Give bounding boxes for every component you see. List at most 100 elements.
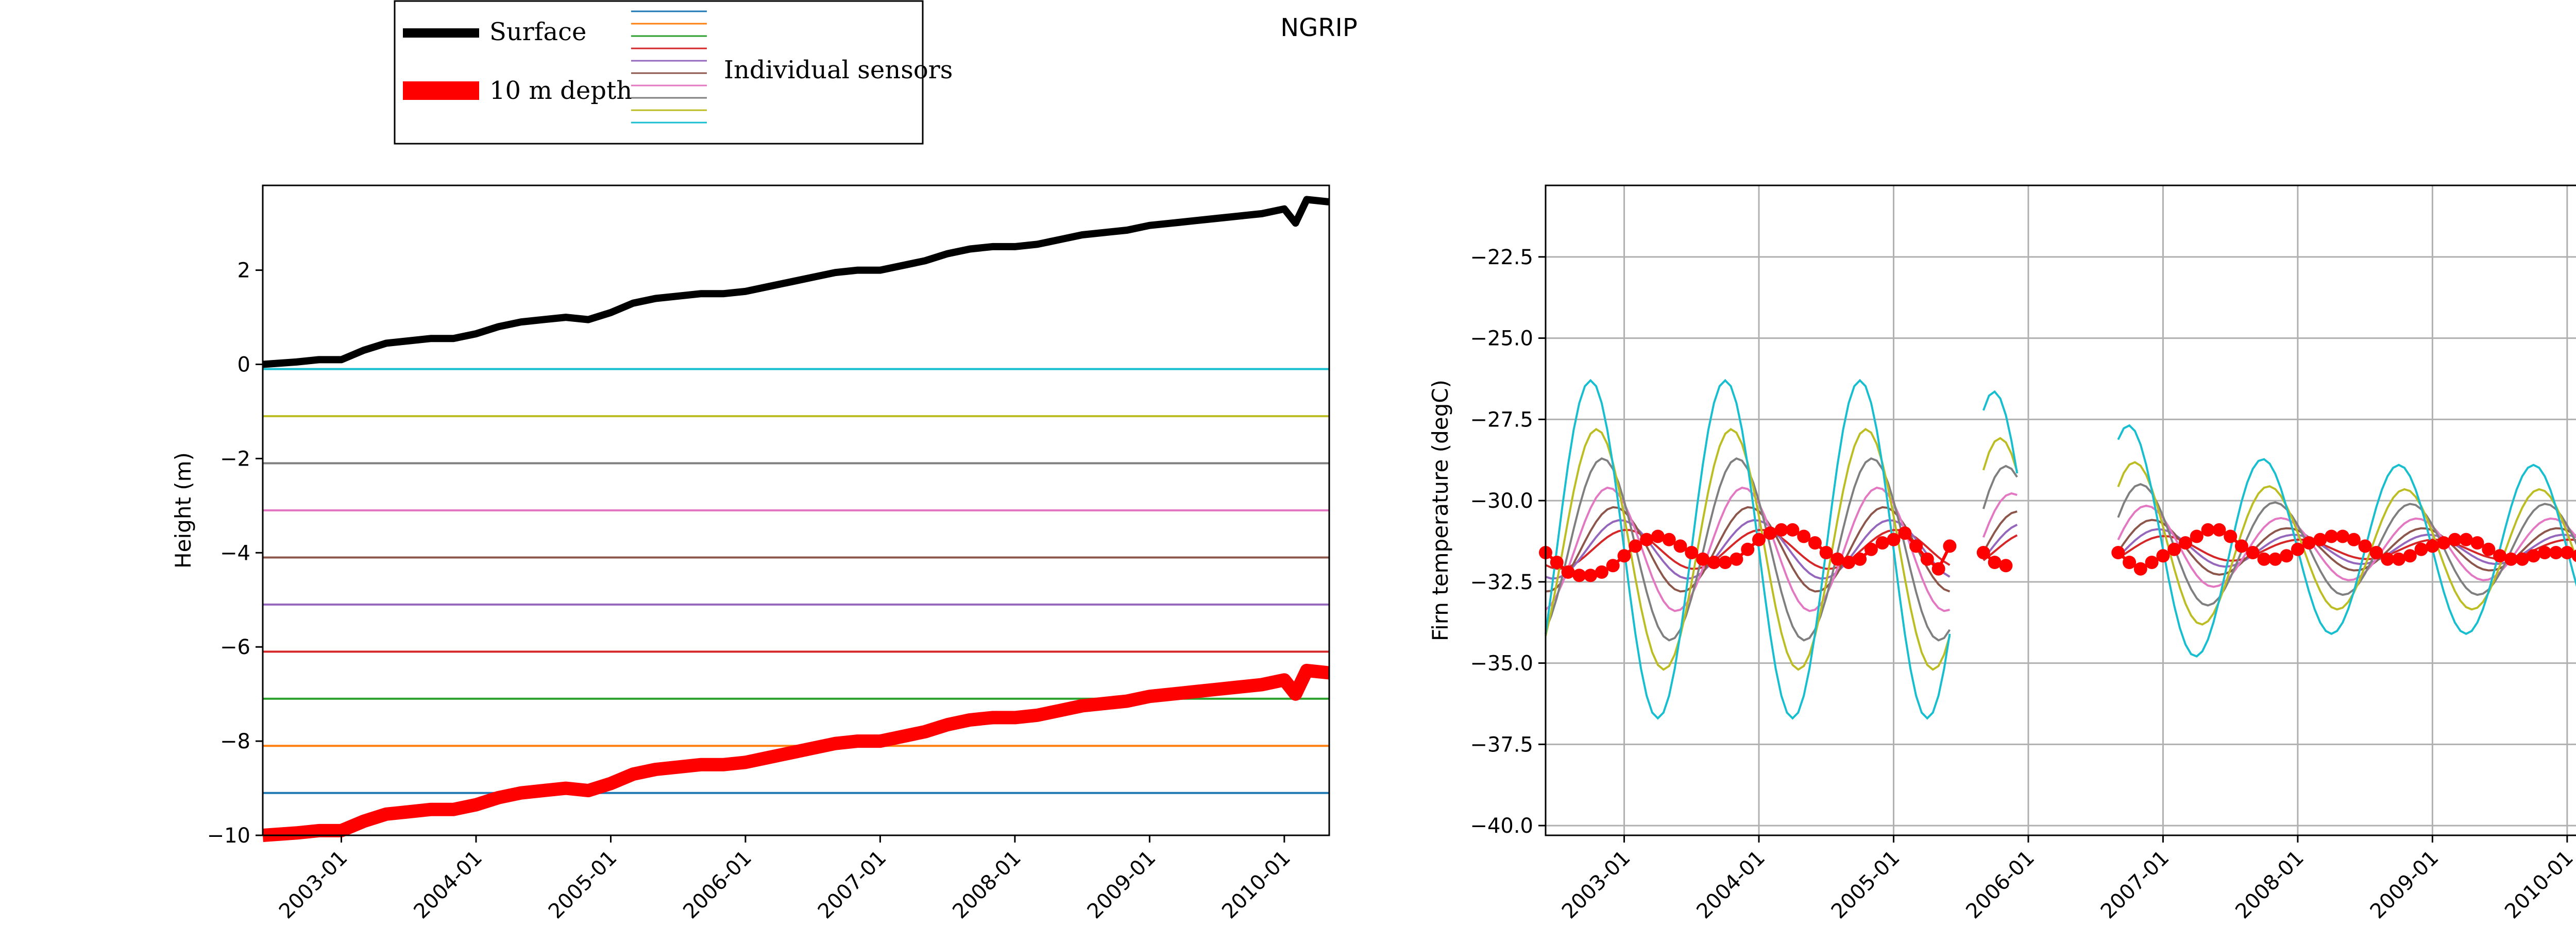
sensor-temperature-line [1545,519,1951,580]
x-tick-label: 2003-01 [275,846,352,924]
sensor-temperature-line [2117,483,2576,607]
depth-temperature-point [2268,552,2282,566]
sensor-temperature-line [1982,465,2018,509]
depth-temperature-point [2179,536,2192,550]
depth-temperature-point [2201,523,2215,537]
depth-temperature-point [2571,550,2576,562]
depth-temperature-point [2291,542,2304,556]
depth-temperature-point [1920,552,1934,566]
depth-temperature-point [2167,542,2181,556]
y-tick-label: −32.5 [1470,571,1533,594]
temperature-axes-frame [1545,184,2576,836]
depth-temperature-point [2549,546,2563,559]
height-sensor-lines [263,368,1329,794]
depth-temperature-point [2212,523,2226,537]
depth-temperature-point [2381,552,2395,566]
x-tick-label: 2005-01 [1827,846,1905,924]
y-tick-label: −40.0 [1470,814,1533,838]
depth-temperature-point [2347,533,2361,546]
depth-temperature-point [2190,529,2204,543]
x-tick-label: 2008-01 [2231,846,2309,924]
depth-temperature-point [1976,546,1990,559]
depth-temperature-point [2133,562,2147,576]
depth-temperature-point [1673,539,1687,553]
depth-temperature-point [1864,542,1878,556]
y-tick-label: 2 [238,259,250,283]
depth-temperature-point [1988,556,2002,569]
x-tick-label: 2006-01 [679,846,756,924]
sensor-temperature-line [1982,510,2018,553]
depth-temperature-point [2504,552,2518,566]
depth-temperature-point [1707,556,1721,569]
depth-temperature-point [1696,552,1710,566]
depth-temperature-point [1909,539,1923,553]
temperature-grid [1546,185,2576,835]
y-tick-label: −8 [220,730,250,753]
height-x-ticks: 2003-01 2004-01 2005-01 2006-01 2007-01 2008-… [275,835,1295,923]
sensor-temperature-line [1545,379,1951,720]
depth-temperature-point [2111,546,2125,559]
depth-temperature-point [2482,542,2496,556]
legend-surface-label: Surface [489,18,586,46]
x-tick-label: 2005-01 [544,846,622,924]
y-tick-label: −25.0 [1470,327,1533,351]
depth-temperature-point [1898,526,1912,540]
y-tick-label: −37.5 [1470,733,1533,757]
depth-temperature-point [2403,549,2417,563]
y-tick-label: −22.5 [1470,246,1533,269]
depth-temperature-point [1875,536,1889,550]
depth-temperature-point [2246,546,2260,559]
depth-temperature-point [2426,539,2439,553]
legend-depth-label: 10 m depth [489,76,632,105]
depth-temperature-point [1853,552,1867,566]
depth-temperature-point [1584,569,1598,582]
x-tick-label: 2008-01 [948,846,1026,924]
depth-temperature-point [1786,523,1800,537]
depth-temperature-point [1629,539,1642,553]
depth-temperature-point [1741,542,1755,556]
depth-temperature-point [2358,539,2372,553]
depth-temperature-point [1931,562,1945,576]
x-tick-label: 2009-01 [1083,846,1161,924]
sensor-temperature-line [1982,390,2019,474]
temperature-y-ticks: −22.5 −25.0 −27.5 −30.0 −32.5 −35.0 −37.5 −40.0 [1470,246,1546,838]
depth-temperature-point [2392,552,2405,566]
y-tick-label: −4 [220,541,250,565]
depth-temperature-point [2493,549,2507,563]
series-line [262,196,1330,368]
depth-temperature-point [2560,546,2574,559]
height-series [262,196,1330,842]
depth-temperature-point [2325,529,2338,543]
sensor-temperature-line [1545,506,1951,593]
depth-temperature-point [1943,539,1957,553]
height-panel: 2 0 −2 −4 −6 −8 −10 2003-01 2004-01 2005-01 2006-… [171,184,1330,923]
depth-temperature-point [2156,549,2170,563]
x-tick-label: 2004-01 [1692,846,1770,924]
sensor-temperature-line [1982,492,2018,538]
depth-temperature-point [1718,556,1732,569]
depth-temperature-point [2123,556,2137,569]
depth-temperature-point [2313,533,2327,546]
depth-temperature-point [2414,542,2428,556]
depth-temperature-point [1887,533,1901,546]
series-line [262,663,1330,842]
depth-temperature-point [1685,546,1699,559]
depth-temperature-point [1550,556,1564,569]
legend: Surface 10 m depth Individual sensors [394,0,953,145]
depth-temperature-point [2336,529,2350,543]
depth-temperature-point [1842,556,1856,569]
depth-temperature-point [1561,565,1575,579]
depth-temperature-point [2515,552,2529,566]
depth-temperature-point [1774,523,1788,537]
depth-temperature-point [1752,533,1766,546]
y-tick-label: −10 [207,824,250,848]
x-tick-label: 2007-01 [2096,846,2174,924]
x-tick-label: 2010-01 [2500,846,2576,924]
depth-temperature-point [1730,552,1743,566]
x-tick-label: 2010-01 [1217,846,1295,924]
depth-temperature-point [1797,529,1811,543]
sensor-temperature-line [1545,486,1950,612]
y-tick-label: −30.0 [1470,489,1533,513]
depth-temperature-point [2234,539,2248,553]
depth-temperature-point [1808,536,1822,550]
